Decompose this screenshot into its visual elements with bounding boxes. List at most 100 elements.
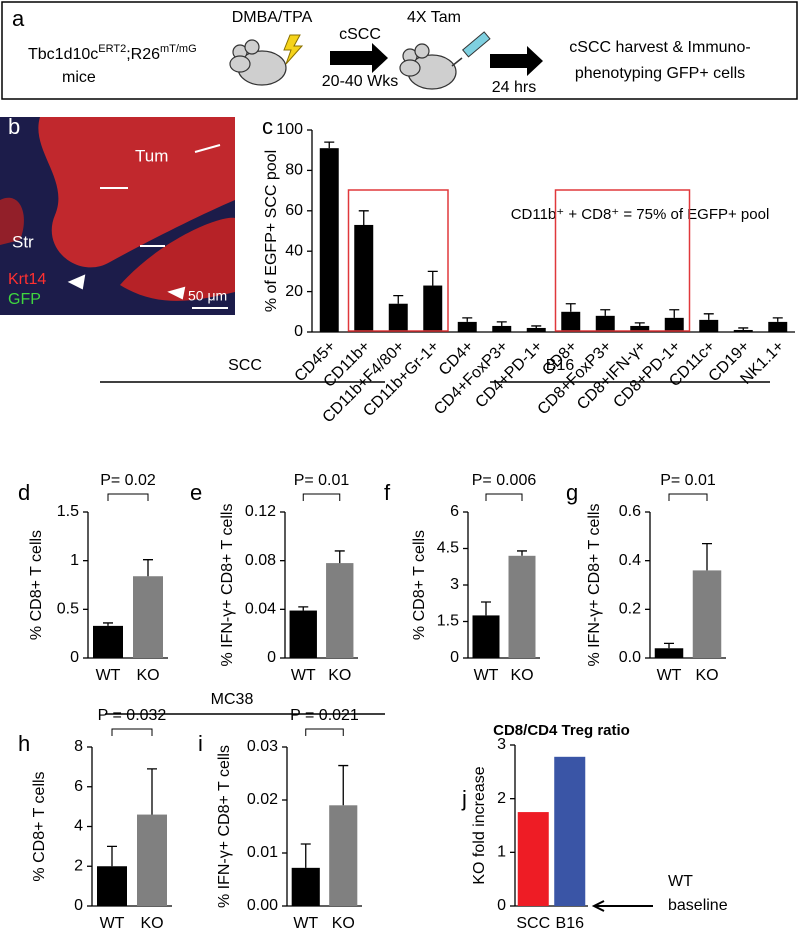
- bar: [561, 311, 581, 332]
- error-bar: [393, 294, 404, 304]
- y-tick-label: 2: [74, 857, 83, 874]
- bar: [354, 224, 374, 332]
- error-bar: [772, 317, 783, 322]
- bar: [526, 327, 546, 332]
- y-axis-label: % IFN-γ+ CD8+ T cells: [586, 503, 603, 666]
- error-bar: [496, 321, 507, 326]
- x-tick-label: SCC: [516, 915, 550, 932]
- error-bar: [531, 325, 542, 328]
- error-bar: [147, 768, 157, 815]
- y-tick-label: 1.5: [57, 503, 79, 520]
- bar: [97, 866, 127, 906]
- y-axis-label: % IFN-γ+ CD8+ T cells: [219, 503, 236, 666]
- arrows: [67, 144, 221, 300]
- step-label: 4X Tam: [407, 9, 461, 26]
- tumor-region: [38, 117, 236, 268]
- tumor-region: [120, 217, 235, 301]
- y-tick-label: 0.03: [247, 738, 278, 755]
- panel-label: f: [384, 480, 391, 505]
- baseline-arrow: [591, 900, 653, 912]
- y-tick-label: 40: [285, 242, 303, 259]
- significance-bracket: [111, 728, 153, 736]
- reporter-sup: mT/mG: [160, 43, 197, 55]
- y-axis-label: % CD8+ T cells: [31, 771, 48, 881]
- p-value: P= 0.02: [100, 472, 156, 489]
- syringe-icon: [451, 31, 491, 67]
- bar: [326, 563, 354, 658]
- y-tick-label: 100: [276, 121, 303, 138]
- y-tick-label: 0.08: [245, 552, 276, 569]
- step-label: 20-40 Wks: [322, 73, 398, 90]
- bar: [137, 814, 167, 906]
- error-bar: [300, 843, 311, 868]
- y-tick-label: 0: [74, 897, 83, 914]
- significance-bracket: [668, 493, 708, 501]
- significance-bracket: [302, 493, 341, 501]
- panel-label: i: [198, 731, 203, 756]
- bar: [319, 148, 339, 332]
- panel-label: j: [461, 786, 467, 811]
- arrow: [330, 43, 388, 73]
- panel-label: e: [190, 480, 202, 505]
- x-tick-label: WT: [100, 915, 125, 932]
- y-tick-label: 6: [450, 503, 459, 520]
- highlight-box: [554, 189, 691, 332]
- bar: [472, 615, 500, 658]
- error-bar: [358, 210, 369, 225]
- error-bar: [481, 601, 491, 616]
- error-bar: [738, 327, 749, 330]
- y-tick-label: 0.6: [619, 503, 641, 520]
- error-bar: [565, 303, 576, 312]
- y-tick-label: 0.02: [247, 791, 278, 808]
- error-bar: [103, 622, 113, 626]
- panel-label: g: [566, 480, 578, 505]
- reporter: ;R26: [126, 46, 160, 63]
- y-tick-label: 6: [74, 778, 83, 795]
- scale-label: 50 μm: [188, 288, 227, 304]
- y-tick-label: 1: [70, 552, 79, 569]
- bar: [595, 315, 615, 332]
- error-bar: [517, 550, 527, 556]
- x-tick-label: WT: [474, 667, 499, 684]
- bar: [133, 576, 163, 658]
- y-tick-label: 0.5: [57, 601, 79, 618]
- x-tick-label: B16: [556, 915, 585, 932]
- bar: [768, 321, 788, 332]
- genotype: Tbc1d10cERT2;R26mT/mG: [28, 43, 197, 63]
- y-tick-label: 0.2: [619, 601, 641, 618]
- p-value: P= 0.01: [294, 472, 350, 489]
- y-tick-label: 0.01: [247, 844, 278, 861]
- bar: [630, 325, 650, 332]
- bar: [517, 812, 549, 906]
- y-tick-label: 2: [497, 790, 506, 807]
- panel-label: c: [262, 114, 273, 139]
- p-value: P= 0.01: [660, 472, 716, 489]
- stain-label: Krt14: [8, 271, 46, 288]
- treatment: DMBA/TPA: [232, 9, 313, 26]
- y-tick-label: 80: [285, 162, 303, 179]
- error-bar: [664, 642, 674, 649]
- chart-title: CD8/CD4 Treg ratio: [493, 722, 630, 739]
- panel-label: a: [12, 6, 25, 31]
- error-bar: [334, 550, 345, 564]
- error-bar: [669, 309, 680, 318]
- error-bar: [107, 845, 117, 867]
- error-bar: [298, 606, 309, 611]
- x-tick-label: KO: [695, 667, 718, 684]
- p-value: P= 0.006: [472, 472, 537, 489]
- bar: [508, 555, 536, 658]
- y-tick-label: 0: [450, 649, 459, 666]
- y-tick-label: 1.5: [437, 613, 459, 630]
- x-tick-label: KO: [136, 667, 159, 684]
- x-tick-label: KO: [332, 915, 355, 932]
- highlight-box: [347, 189, 449, 332]
- bar: [654, 648, 684, 658]
- y-tick-label: 0.12: [245, 503, 276, 520]
- annotation: baseline: [668, 897, 728, 914]
- step-label: 24 hrs: [492, 79, 536, 96]
- x-tick-label: WT: [96, 667, 121, 684]
- y-tick-label: 3: [497, 736, 506, 753]
- y-tick-label: 0.0: [619, 649, 641, 666]
- y-tick-label: 4.5: [437, 540, 459, 557]
